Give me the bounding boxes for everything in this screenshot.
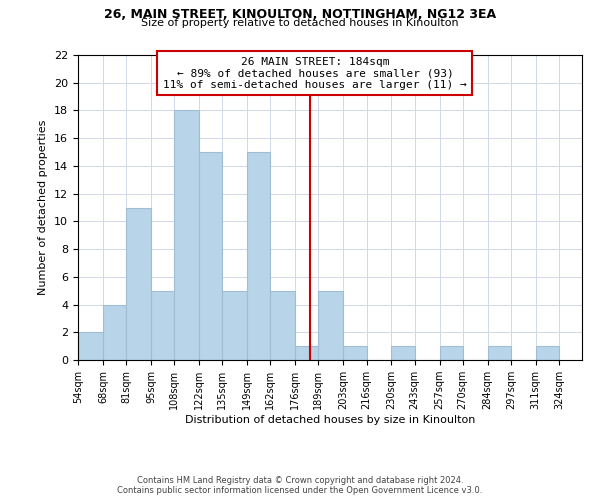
Bar xyxy=(199,152,222,360)
Bar xyxy=(151,290,174,360)
Bar xyxy=(295,346,319,360)
Bar xyxy=(488,346,511,360)
Text: 26 MAIN STREET: 184sqm
← 89% of detached houses are smaller (93)
11% of semi-det: 26 MAIN STREET: 184sqm ← 89% of detached… xyxy=(163,56,467,90)
Text: Size of property relative to detached houses in Kinoulton: Size of property relative to detached ho… xyxy=(141,18,459,28)
Bar xyxy=(103,304,126,360)
Bar xyxy=(247,152,271,360)
Bar xyxy=(343,346,367,360)
Bar xyxy=(319,290,343,360)
Bar xyxy=(222,290,247,360)
Bar xyxy=(536,346,559,360)
Bar xyxy=(78,332,103,360)
Text: 26, MAIN STREET, KINOULTON, NOTTINGHAM, NG12 3EA: 26, MAIN STREET, KINOULTON, NOTTINGHAM, … xyxy=(104,8,496,20)
Bar xyxy=(391,346,415,360)
Bar xyxy=(440,346,463,360)
Y-axis label: Number of detached properties: Number of detached properties xyxy=(38,120,49,295)
Bar xyxy=(271,290,295,360)
Bar xyxy=(174,110,199,360)
Text: Contains HM Land Registry data © Crown copyright and database right 2024.
Contai: Contains HM Land Registry data © Crown c… xyxy=(118,476,482,495)
X-axis label: Distribution of detached houses by size in Kinoulton: Distribution of detached houses by size … xyxy=(185,415,475,425)
Bar xyxy=(126,208,151,360)
